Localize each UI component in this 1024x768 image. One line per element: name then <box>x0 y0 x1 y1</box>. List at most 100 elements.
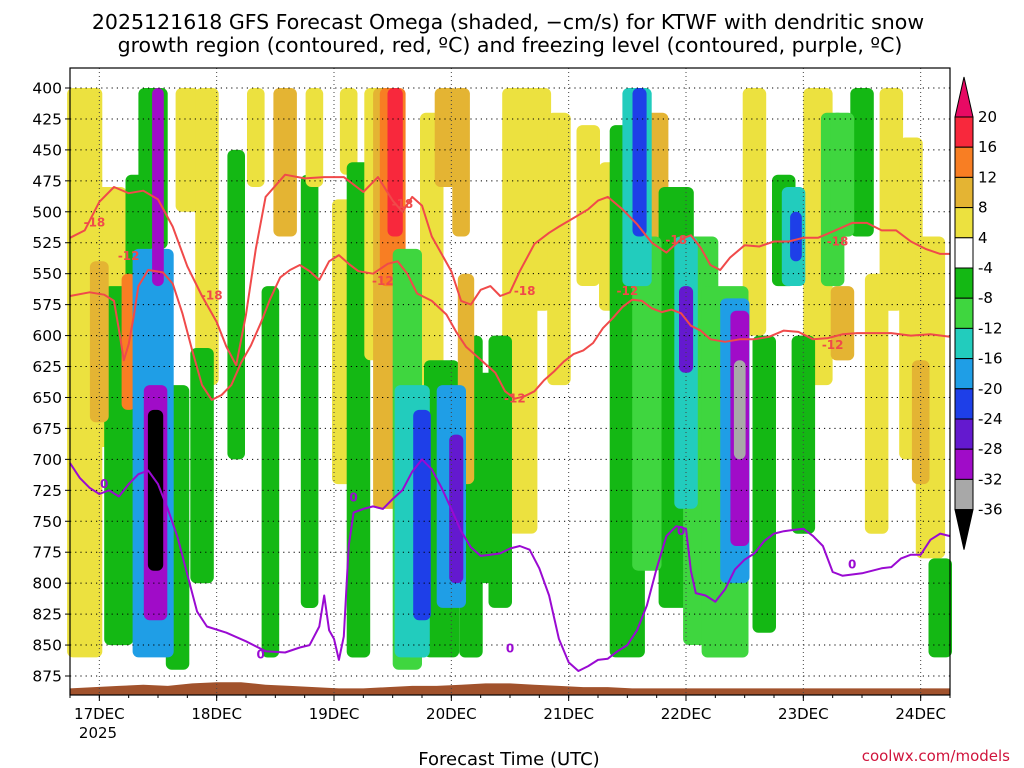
contour-line-1 <box>69 254 951 401</box>
y-tick-label-825: 825 <box>32 606 62 624</box>
colorbar-label--4: -4 <box>978 259 993 277</box>
omega-cell-76 <box>147 409 164 571</box>
colorbar-swatch-10 <box>954 388 974 420</box>
y-tick-label-725: 725 <box>32 482 62 500</box>
colorbar-swatch-4 <box>954 207 974 239</box>
contour-label-14: 0 <box>506 642 514 656</box>
y-tick-label-750: 750 <box>32 513 62 531</box>
omega-cell-18 <box>576 125 600 286</box>
y-tick-label-425: 425 <box>32 110 62 128</box>
omega-cell-52 <box>632 236 662 571</box>
omega-cell-23 <box>879 88 904 311</box>
y-tick-label-600: 600 <box>32 327 62 345</box>
x-axis-dates: 17DEC 18DEC 19DEC 20DEC 21DEC 22DEC 23DEC 24DEC <box>69 695 951 723</box>
omega-cell-49 <box>89 261 109 423</box>
contour-line-0 <box>69 173 950 367</box>
colorbar-label--32: -32 <box>978 470 1003 488</box>
omega-cell-10 <box>305 88 324 187</box>
y-tick-label-575: 575 <box>32 296 62 314</box>
colorbar-swatch-7 <box>954 297 974 329</box>
y-tick-label-875: 875 <box>32 668 62 686</box>
colorbar-label-8: 8 <box>978 199 988 217</box>
grid-lines <box>70 68 950 695</box>
colorbar-label--8: -8 <box>978 289 993 307</box>
omega-cell-36 <box>476 372 495 584</box>
y-tick-label-625: 625 <box>32 358 62 376</box>
omega-cell-12 <box>339 88 358 175</box>
omega-cell-68 <box>413 409 431 621</box>
colorbar-label--24: -24 <box>978 410 1003 428</box>
omega-cell-69 <box>632 88 647 237</box>
colorbar-label--20: -20 <box>978 380 1003 398</box>
y-tick-label-525: 525 <box>32 234 62 252</box>
colorbar-label--28: -28 <box>978 440 1003 458</box>
omega-cell-45 <box>928 558 952 658</box>
omega-cell-50 <box>273 88 297 237</box>
colorbar-label-12: 12 <box>978 168 997 186</box>
contour-label-3: -18 <box>392 197 414 211</box>
colorbar-swatch-11 <box>954 418 974 450</box>
x-tick-label-22DEC: 22DEC <box>661 705 712 723</box>
y-tick-label-500: 500 <box>32 203 62 221</box>
colorbar-label-16: 16 <box>978 138 997 156</box>
contour-label-7: -12 <box>616 284 638 298</box>
omega-cell-43 <box>830 286 855 361</box>
contour-label-13: 0 <box>349 491 357 505</box>
x-tick-label-23DEC: 23DEC <box>778 705 829 723</box>
x-tick-label-19DEC: 19DEC <box>309 705 360 723</box>
temperature-contours <box>69 173 951 672</box>
omega-cell-44 <box>850 88 874 237</box>
contour-label-15: 0 <box>677 524 685 538</box>
y-tick-label-550: 550 <box>32 265 62 283</box>
y-tick-label-700: 700 <box>32 451 62 469</box>
omega-cell-9 <box>300 174 319 608</box>
contour-label-8: -18 <box>665 233 687 247</box>
omega-cell-22 <box>864 273 889 534</box>
chart-title-line-1: 2025121618 GFS Forecast Omega (shaded, −… <box>92 10 924 34</box>
x-axis-title: Forecast Time (UTC) <box>418 749 599 768</box>
contour-label-4: -12 <box>372 274 394 288</box>
colorbar-label-20: 20 <box>978 108 997 126</box>
x-tick-label-17DEC: 17DEC <box>74 705 125 723</box>
y-axis-pressure-levels: 400 425 450 475 500 525 550 575 600 625 650 675 700 7… <box>32 80 70 686</box>
omega-cell-30 <box>190 348 214 584</box>
y-tick-label-775: 775 <box>32 544 62 562</box>
contour-label-0: -18 <box>84 216 106 230</box>
x-tick-label-20DEC: 20DEC <box>426 705 477 723</box>
omega-cell-7 <box>247 88 265 187</box>
contour-label-5: -18 <box>514 284 536 298</box>
omega-cell-63 <box>387 88 403 237</box>
colorbar-bottom-arrow <box>954 509 974 550</box>
colorbar-swatch-9 <box>954 358 974 390</box>
omega-cell-42 <box>791 335 816 534</box>
contour-label-16: 0 <box>848 557 856 571</box>
omega-cell-5 <box>195 88 219 386</box>
contour-label-6: -12 <box>504 391 526 405</box>
colorbar-label-4: 4 <box>978 229 988 247</box>
contour-label-12: 0 <box>256 648 264 662</box>
contour-label-9: -12 <box>822 338 844 352</box>
omega-cell-72 <box>152 88 164 287</box>
y-tick-label-650: 650 <box>32 389 62 407</box>
colorbar-swatch-2 <box>954 146 974 178</box>
x-tick-label-24DEC: 24DEC <box>895 705 946 723</box>
chart-title-line-2: growth region (contoured, red, ºC) and f… <box>118 33 903 57</box>
credit-link[interactable]: coolwx.com/models <box>862 747 1010 765</box>
x-tick-label-18DEC: 18DEC <box>191 705 242 723</box>
terrain-area <box>70 682 950 695</box>
contour-label-1: -12 <box>118 249 140 263</box>
y-tick-label-475: 475 <box>32 172 62 190</box>
colorbar-swatch-13 <box>954 478 974 511</box>
omega-shading <box>67 88 952 670</box>
omega-cell-70 <box>449 434 464 584</box>
omega-cell-48 <box>830 112 855 237</box>
omega-cell-2 <box>67 88 103 658</box>
omega-cell-20 <box>742 88 767 336</box>
y-tick-label-450: 450 <box>32 141 62 159</box>
omega-cell-4 <box>175 88 200 212</box>
y-tick-label-675: 675 <box>32 420 62 438</box>
colorbar-swatch-8 <box>954 327 974 360</box>
colorbar-swatch-12 <box>954 448 974 480</box>
x-axis-year-label: 2025 <box>79 724 117 742</box>
